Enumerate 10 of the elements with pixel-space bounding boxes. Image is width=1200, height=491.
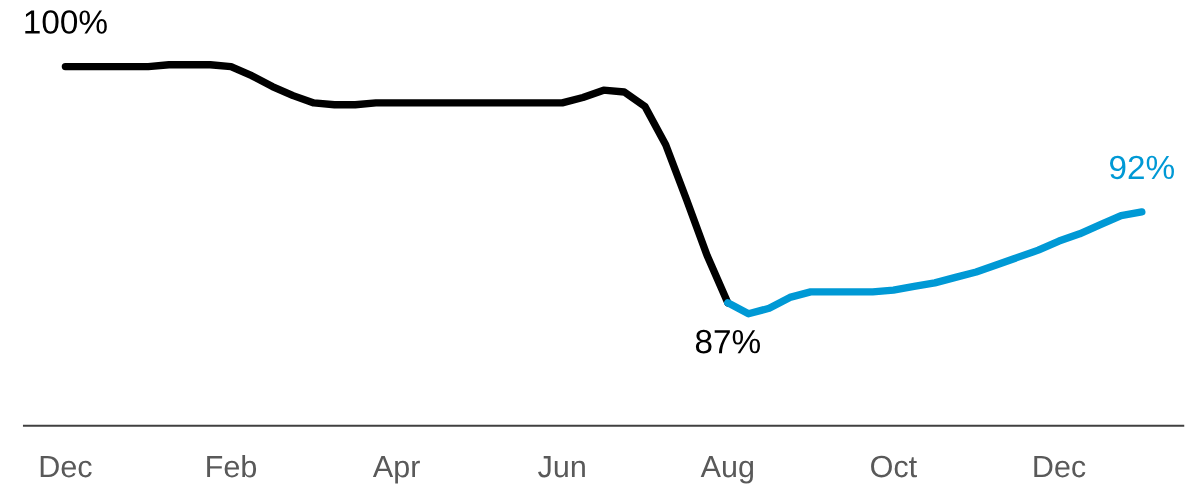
data-label: 100% bbox=[25, 10, 107, 34]
data-label: 92% bbox=[1110, 155, 1174, 180]
x-tick-label: Aug bbox=[700, 456, 754, 484]
x-tick-label: Dec bbox=[40, 456, 92, 478]
x-tick-label: Dec bbox=[1034, 456, 1086, 478]
x-tick-label: Apr bbox=[372, 456, 420, 484]
data-label: 87% bbox=[695, 329, 760, 354]
x-tick-label: Jun bbox=[538, 456, 585, 478]
x-tick-label: Feb bbox=[207, 454, 257, 478]
x-tick-label: Oct bbox=[871, 455, 917, 478]
